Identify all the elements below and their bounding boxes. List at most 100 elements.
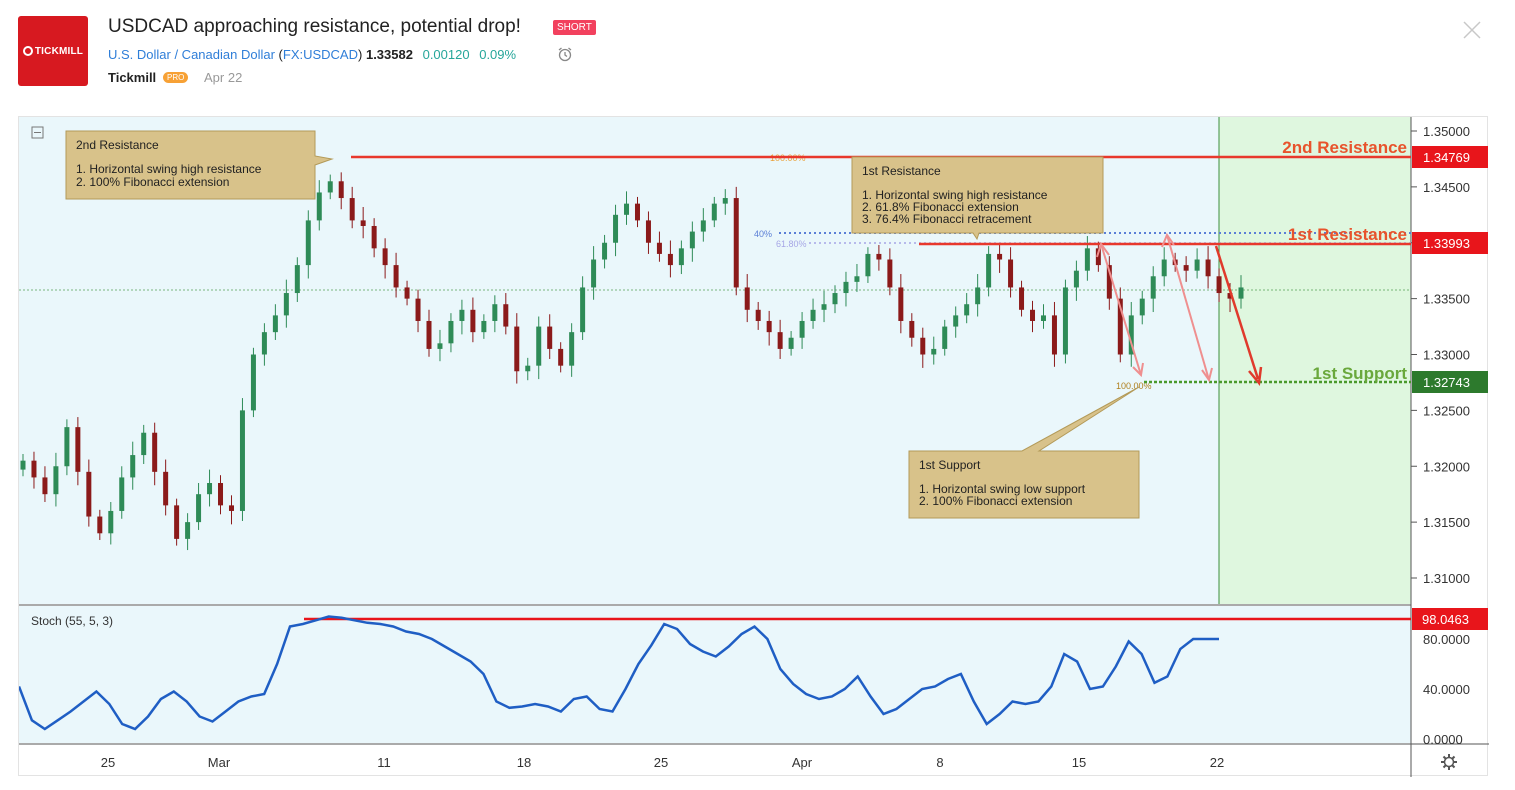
candle-body — [898, 287, 904, 321]
candle-body — [174, 505, 180, 539]
candle-body — [152, 432, 158, 472]
stoch-label: Stoch (55, 5, 3) — [31, 614, 113, 628]
candle-body — [1030, 309, 1036, 321]
time-tick-label: 25 — [101, 755, 115, 770]
price-tick-label: 1.34500 — [1423, 180, 1470, 195]
callout-second-resistance[interactable]: 2nd Resistance 1. Horizontal swing high … — [65, 130, 334, 200]
price-axis: 1.350001.345001.340001.335001.330001.325… — [1411, 124, 1470, 586]
candle-body — [777, 332, 783, 349]
price-chart[interactable]: 1.350001.345001.340001.335001.330001.325… — [17, 117, 1489, 777]
candle-body — [426, 320, 432, 349]
candle-body — [108, 510, 114, 534]
first-resistance-tag: 1.33993 — [1412, 232, 1488, 254]
minus-square-icon[interactable] — [31, 126, 44, 139]
candle-body — [986, 253, 992, 288]
candle-body — [645, 220, 651, 243]
candle-body — [316, 192, 322, 221]
candle-body — [119, 477, 125, 511]
candle-body — [382, 248, 388, 266]
callout-line: 2. 100% Fibonacci extension — [76, 175, 229, 189]
callout-title: 1st Support — [919, 458, 981, 472]
candle-body — [1216, 276, 1222, 294]
candle-body — [711, 203, 717, 221]
candle-body — [997, 253, 1003, 260]
candle-body — [261, 332, 267, 355]
chart-container[interactable]: 1.350001.345001.340001.335001.330001.325… — [17, 116, 1489, 777]
first-support-tag: 1.32743 — [1412, 371, 1488, 393]
candle-body — [821, 304, 827, 310]
callout-title: 1st Resistance — [862, 164, 941, 178]
candle-body — [1227, 293, 1233, 299]
author-name[interactable]: Tickmill — [108, 70, 157, 85]
candle-body — [1073, 270, 1079, 288]
candle-body — [744, 287, 750, 310]
candle-body — [360, 220, 366, 226]
projection-arrow — [1214, 245, 1263, 387]
time-tick-label: 18 — [517, 755, 531, 770]
candle-body — [1161, 259, 1167, 277]
candle-body — [448, 320, 454, 344]
price-tick-label: 1.31000 — [1423, 571, 1470, 586]
symbol-code-link[interactable]: FX:USDCAD — [282, 47, 358, 62]
gear-icon[interactable] — [1441, 754, 1457, 770]
candle-body — [799, 320, 805, 338]
time-axis: 25 Mar 11 18 25 Apr 8 15 22 — [101, 755, 1224, 770]
callout-title: 2nd Resistance — [76, 138, 159, 152]
candle-body — [393, 265, 399, 288]
candle-body — [1008, 259, 1014, 288]
second-resistance-tag: 1.34769 — [1412, 146, 1488, 168]
candle-body — [909, 320, 915, 338]
candle-body — [185, 522, 191, 539]
candle-body — [1238, 287, 1244, 299]
stoch-tick-label: 80.0000 — [1423, 632, 1470, 647]
callout-first-resistance[interactable]: 1st Resistance 1. Horizontal swing high … — [851, 156, 1104, 241]
candle-body — [459, 309, 465, 321]
candle-body — [415, 298, 421, 321]
candle-body — [492, 304, 498, 321]
time-tick-label: 22 — [1210, 755, 1224, 770]
alarm-clock-icon[interactable] — [557, 46, 573, 62]
current-price: 1.33582 — [365, 47, 413, 62]
candle-body — [580, 287, 586, 333]
candle-body — [1051, 315, 1057, 355]
candle-body — [239, 410, 245, 511]
candle-body — [250, 354, 256, 411]
candle-body — [228, 505, 234, 511]
callout-first-support[interactable]: 1st Support 1. Horizontal swing low supp… — [908, 386, 1140, 519]
candle-body — [1128, 315, 1134, 355]
candle-body — [283, 293, 289, 316]
svg-text:1.33993: 1.33993 — [1423, 236, 1470, 251]
short-badge: SHORT — [553, 20, 596, 35]
svg-text:1.32743: 1.32743 — [1423, 375, 1470, 390]
candle-body — [536, 326, 542, 366]
candle-body — [1062, 287, 1068, 355]
callout-line: 1. Horizontal swing high resistance — [862, 188, 1048, 202]
candle-body — [349, 198, 355, 221]
tickmill-logo[interactable]: TICKMILL — [18, 16, 88, 86]
price-change: 0.00120 — [422, 47, 470, 62]
svg-text:1.34769: 1.34769 — [1423, 150, 1470, 165]
candle-body — [854, 276, 860, 282]
candle-body — [832, 293, 838, 305]
first-support-label: 1st Support — [1313, 364, 1408, 383]
stoch-level-tag: 98.0463 — [1412, 608, 1488, 630]
candle-body — [558, 348, 564, 366]
candle-body — [525, 365, 531, 372]
candle-body — [733, 198, 739, 288]
candle-body — [514, 326, 520, 372]
candle-body — [1040, 315, 1046, 321]
close-icon[interactable] — [1460, 18, 1484, 42]
price-tick-label: 1.35000 — [1423, 124, 1470, 139]
candle-body — [547, 326, 553, 349]
candle-body — [755, 309, 761, 321]
candle-body — [207, 483, 213, 495]
candle-body — [272, 315, 278, 333]
candle-body — [437, 343, 443, 349]
candle-body — [294, 265, 300, 294]
candle-body — [865, 253, 871, 277]
candle-body — [327, 181, 333, 193]
candle-body — [722, 198, 728, 204]
symbol-name-link[interactable]: U.S. Dollar / Canadian Dollar — [108, 47, 275, 62]
stoch-tick-label: 40.0000 — [1423, 682, 1470, 697]
candle-body — [1019, 287, 1025, 310]
